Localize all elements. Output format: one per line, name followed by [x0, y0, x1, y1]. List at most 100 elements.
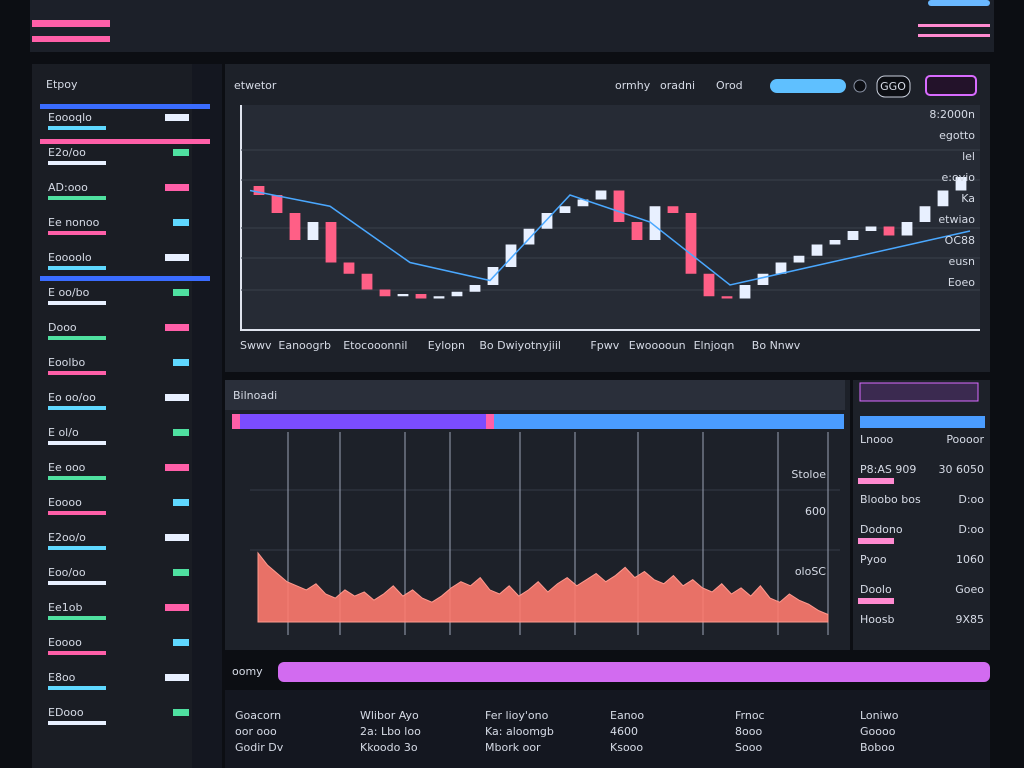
axis-label: OC88: [945, 234, 975, 247]
candle: [541, 213, 553, 229]
table-cell: Boboo: [860, 741, 895, 754]
decor: [32, 20, 110, 27]
candle: [667, 206, 679, 213]
candle: [379, 289, 391, 297]
volume-area: [257, 551, 829, 623]
decor: [173, 709, 189, 716]
candle: [883, 226, 895, 236]
legend-label: Ewooooun: [629, 339, 686, 352]
side-value: 9X85: [955, 613, 984, 626]
decor: [165, 674, 189, 681]
top-bar: [30, 0, 994, 52]
candle: [847, 231, 859, 240]
decor: [165, 254, 189, 261]
decor: [165, 394, 189, 401]
candle: [343, 262, 355, 274]
candle: [613, 190, 625, 222]
side-label: P8:AS 909: [860, 463, 916, 476]
top-pill[interactable]: [928, 0, 990, 6]
table-cell: 2a: Lbo loo: [360, 725, 421, 738]
sidebar-item: Eoooqlo: [48, 111, 92, 124]
slider[interactable]: [770, 79, 846, 93]
nav-item[interactable]: ormhy: [615, 79, 651, 92]
candle: [559, 206, 571, 213]
table-cell: Frnoc: [735, 709, 765, 722]
decor: [48, 721, 106, 725]
legend-label: Bo Dwiyotnyjiil: [479, 339, 561, 352]
sidebar-item: E ol/o: [48, 426, 79, 439]
decor: [48, 441, 106, 445]
side-bar: [860, 416, 985, 428]
legend-label: Etocooonnil: [343, 339, 407, 352]
progress: [494, 414, 844, 429]
candle: [289, 213, 301, 240]
button[interactable]: [876, 75, 911, 98]
progress: [232, 414, 492, 429]
candle: [325, 222, 337, 263]
candle: [523, 228, 535, 245]
decor: [48, 161, 106, 165]
decor: [48, 336, 106, 340]
sidebar-item: Eoooo: [48, 496, 82, 509]
button[interactable]: [925, 75, 977, 96]
sidebar-item: EDooo: [48, 706, 84, 719]
candle: [739, 285, 751, 299]
candle: [775, 262, 787, 274]
decor: [173, 359, 189, 366]
side-label: Hoosb: [860, 613, 894, 626]
main-title: etwetor: [234, 79, 277, 92]
legend-label: Eylopn: [428, 339, 465, 352]
decor: [165, 604, 189, 611]
nav-item[interactable]: oradni: [660, 79, 695, 92]
side-label: Lnooo: [860, 433, 894, 446]
decor: [173, 429, 189, 436]
table-cell: Goooo: [860, 725, 896, 738]
candle: [955, 177, 967, 191]
candle: [757, 273, 769, 285]
candle: [721, 296, 733, 299]
table-cell: Eanoo: [610, 709, 644, 722]
table-cell: Sooo: [735, 741, 762, 754]
sidebar-item: Eoooo: [48, 636, 82, 649]
volume-header: [225, 380, 845, 410]
table-cell: Mbork oor: [485, 741, 541, 754]
decor: [48, 196, 106, 200]
legend-label: Swwv: [240, 339, 272, 352]
sidebar-item: AD:ooo: [48, 181, 88, 194]
nav-item[interactable]: Orod: [716, 79, 743, 92]
candle: [505, 244, 517, 267]
highlight: [40, 104, 210, 109]
candle: [577, 199, 589, 207]
candle: [829, 240, 841, 245]
candle: [811, 244, 823, 256]
axis-label: eusn: [949, 255, 975, 268]
price-line: [249, 189, 971, 286]
highlight: [40, 139, 210, 144]
table-cell: Wlibor Ayo: [360, 709, 419, 722]
side-value: D:oo: [958, 523, 984, 536]
sidebar-item: E oo/bo: [48, 286, 90, 299]
candle: [433, 296, 445, 299]
decor: [48, 616, 106, 620]
sidebar-item: Eoo/oo: [48, 566, 86, 579]
decor: [48, 231, 106, 235]
decor: [165, 534, 189, 541]
sidebar-item: Ee1ob: [48, 601, 82, 614]
decor: [173, 149, 189, 156]
table-cell: Loniwo: [860, 709, 899, 722]
sidebar-title: Etpoy: [46, 78, 78, 91]
sidebar-item: E8oo: [48, 671, 76, 684]
toggle[interactable]: [853, 79, 867, 93]
candle: [865, 226, 877, 231]
decor: [165, 184, 189, 191]
decor: [173, 569, 189, 576]
legend-label: Fpwv: [590, 339, 619, 352]
legend-label: Bo Nnwv: [752, 339, 801, 352]
decor: [918, 34, 990, 37]
highlight: [40, 276, 210, 281]
candle: [397, 294, 409, 297]
side-label: Pyoo: [860, 553, 887, 566]
side-value: D:oo: [958, 493, 984, 506]
decor: [173, 499, 189, 506]
